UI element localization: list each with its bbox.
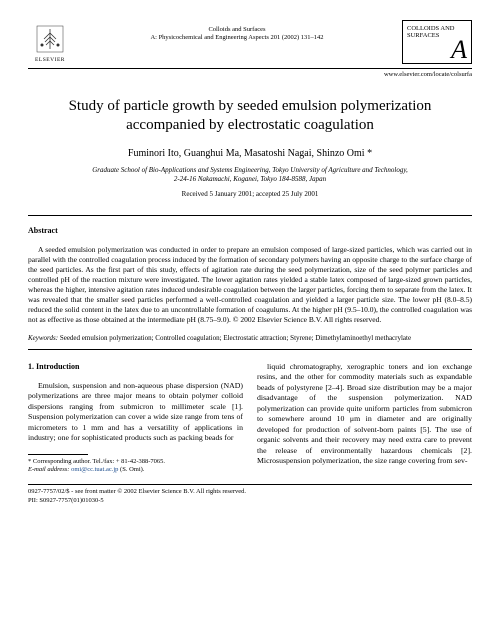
divider [28, 349, 472, 350]
journal-name: Colloids and Surfaces [72, 26, 402, 34]
journal-box-letter: A [451, 37, 467, 63]
elsevier-tree-icon [36, 25, 64, 57]
article-dates: Received 5 January 2001; accepted 25 Jul… [28, 190, 472, 199]
body-paragraph: Emulsion, suspension and non-aqueous pha… [28, 381, 243, 444]
email-address[interactable]: omi@cc.tuat.ac.jp [71, 466, 118, 473]
column-left: 1. Introduction Emulsion, suspension and… [28, 362, 243, 475]
column-right: liquid chromatography, xerographic toner… [257, 362, 472, 475]
copyright-line: 0927-7757/02/$ - see front matter © 2002… [28, 488, 472, 496]
abstract-body: A seeded emulsion polymerization was con… [28, 245, 472, 326]
keywords-text: Seeded emulsion polymerization; Controll… [60, 334, 411, 342]
authors: Fuminori Ito, Guanghui Ma, Masatoshi Nag… [28, 147, 472, 160]
divider [28, 215, 472, 216]
keywords: Keywords: Seeded emulsion polymerization… [28, 334, 472, 343]
page-header: ELSEVIER Colloids and Surfaces A: Physic… [28, 20, 472, 69]
pii-line: PII: S0927-7757(01)01030-5 [28, 497, 472, 505]
affiliation-line1: Graduate School of Bio-Applications and … [28, 166, 472, 175]
footnote-divider [28, 454, 88, 455]
affiliation: Graduate School of Bio-Applications and … [28, 166, 472, 184]
footer: 0927-7757/02/$ - see front matter © 2002… [28, 488, 472, 505]
publisher-logo: ELSEVIER [28, 20, 72, 64]
header-journal-info: Colloids and Surfaces A: Physicochemical… [72, 20, 402, 43]
affiliation-line2: 2-24-16 Nakamachi, Koganei, Tokyo 184-85… [28, 175, 472, 184]
publisher-name: ELSEVIER [35, 57, 65, 64]
corresponding-author: * Corresponding author. Tel./fax: + 81-4… [28, 458, 243, 466]
journal-citation: A: Physicochemical and Engineering Aspec… [72, 34, 402, 42]
article-title: Study of particle growth by seeded emuls… [28, 97, 472, 135]
keywords-label: Keywords: [28, 334, 58, 342]
section-heading: 1. Introduction [28, 362, 243, 373]
footer-divider [28, 484, 472, 485]
email-line: E-mail address: omi@cc.tuat.ac.jp (S. Om… [28, 466, 243, 474]
abstract-heading: Abstract [28, 226, 472, 236]
journal-box-logo: COLLOIDS AND SURFACES A [402, 20, 472, 64]
body-paragraph: liquid chromatography, xerographic toner… [257, 362, 472, 467]
email-label: E-mail address: [28, 466, 69, 473]
journal-url: www.elsevier.com/locate/colsurfa [28, 71, 472, 79]
email-suffix: (S. Omi). [120, 466, 144, 473]
body-columns: 1. Introduction Emulsion, suspension and… [28, 362, 472, 475]
footnote: * Corresponding author. Tel./fax: + 81-4… [28, 458, 243, 475]
